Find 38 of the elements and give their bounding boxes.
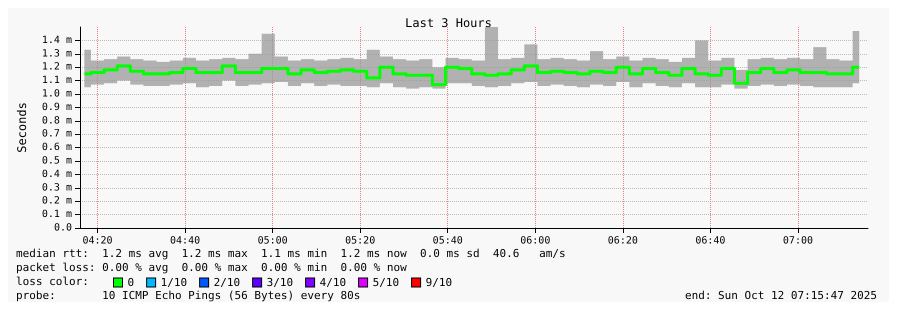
x-tick-label: 04:20 bbox=[82, 236, 113, 246]
y-tick-label: 0.7 m bbox=[42, 128, 72, 140]
text: median rtt: 1.2 ms avg 1.2 ms max 1.1 ms min 1.2 ms now 0.0 ms sd 40.6 am/s bbox=[16, 247, 566, 260]
y-tick-label: 0.2 m bbox=[42, 196, 72, 207]
text: probe: 10 ICMP Echo Pings (56 Bytes) every 80s bbox=[16, 289, 360, 302]
legend-label: 2/10 bbox=[214, 276, 240, 289]
y-tick-label: 1.3 m bbox=[42, 48, 72, 60]
text: end: Sun Oct 12 07:15:47 2025 bbox=[684, 289, 878, 302]
y-tick-label: 0.0 bbox=[54, 222, 72, 234]
legend-label: 1/10 bbox=[160, 276, 188, 289]
x-tick-label: 07:00 bbox=[782, 236, 813, 246]
y-tick-label: 0.6 m bbox=[42, 142, 72, 154]
x-tick-label: 06:20 bbox=[608, 236, 638, 246]
y-tick-label: 0.4 m bbox=[42, 168, 72, 180]
y-tick-label: 1.4 m bbox=[42, 34, 72, 46]
legend-title: loss color: bbox=[16, 275, 89, 288]
y-tick-label: 0.3 m bbox=[42, 182, 72, 194]
y-tick-label: 0.9 m bbox=[42, 102, 72, 113]
x-tick-label: 06:40 bbox=[695, 236, 726, 246]
legend-label: 9/10 bbox=[426, 276, 452, 289]
x-tick-label: 05:40 bbox=[432, 236, 463, 246]
y-tick-label: 1.2 m bbox=[42, 62, 72, 73]
chart-title: Last 3 Hours bbox=[405, 16, 492, 30]
y-tick-label: 0.1 m bbox=[42, 209, 72, 220]
y-tick-label: 1.1 m bbox=[42, 75, 72, 86]
x-tick-label: 04:40 bbox=[170, 236, 200, 246]
x-tick-label: 05:20 bbox=[345, 236, 376, 246]
legend-label: 0 bbox=[128, 276, 134, 289]
y-tick-label: 0.5 m bbox=[42, 156, 72, 166]
legend-label: 5/10 bbox=[372, 276, 400, 289]
legend-label: 3/10 bbox=[266, 276, 294, 289]
y-axis-title: Seconds bbox=[15, 102, 29, 153]
y-tick-label: 0.8 m bbox=[42, 115, 72, 126]
x-tick-label: 06:00 bbox=[520, 236, 550, 246]
legend-label: 4/10 bbox=[320, 276, 346, 289]
y-tick-label: 1.0 m bbox=[42, 88, 72, 100]
x-tick-label: 05:00 bbox=[258, 236, 288, 246]
text: packet loss: 0.00 % avg 0.00 % max 0.00 % min 0.00 % now bbox=[16, 261, 408, 274]
